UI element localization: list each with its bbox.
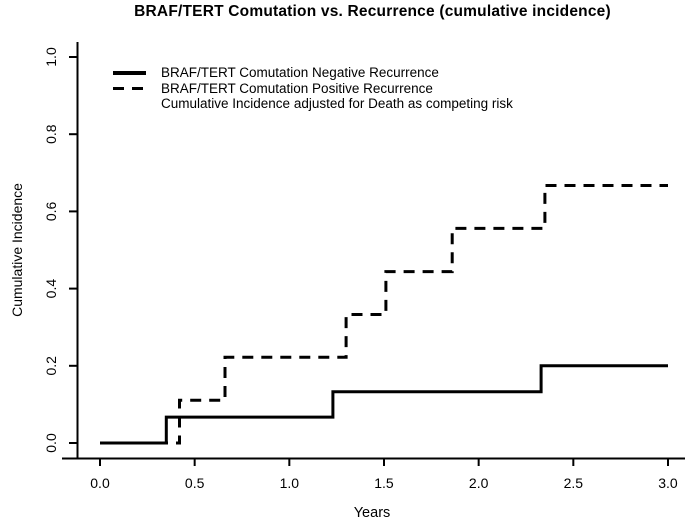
y-tick-label: 0.4 <box>43 279 59 299</box>
x-tick-label: 2.5 <box>564 475 584 491</box>
x-tick-label: 1.5 <box>374 475 394 491</box>
y-tick-label: 0.0 <box>43 433 59 453</box>
x-tick-label: 3.0 <box>658 475 678 491</box>
legend-sample-spacer <box>113 102 146 106</box>
dashed-line-sample-icon <box>113 86 146 90</box>
series-solid-curve <box>100 364 668 445</box>
legend-note-label: Cumulative Incidence adjusted for Death … <box>161 96 513 112</box>
legend: BRAF/TERT Comutation Negative Recurrence… <box>113 65 513 112</box>
y-tick-label: 0.8 <box>43 124 59 144</box>
x-tick-label: 2.0 <box>469 475 489 491</box>
legend-item-positive: BRAF/TERT Comutation Positive Recurrence <box>113 81 513 97</box>
series-dashed-curve <box>100 184 668 445</box>
legend-label-positive: BRAF/TERT Comutation Positive Recurrence <box>161 80 433 96</box>
legend-item-negative: BRAF/TERT Comutation Negative Recurrence <box>113 65 513 81</box>
y-tick-label: 0.2 <box>43 356 59 376</box>
y-tick-label: 1.0 <box>43 47 59 67</box>
x-tick-label: 0.0 <box>90 475 110 491</box>
chart-title: BRAF/TERT Comutation vs. Recurrence (cum… <box>134 3 611 20</box>
x-tick-label: 1.0 <box>280 475 300 491</box>
y-tick-label: 0.6 <box>43 201 59 221</box>
legend-note: Cumulative Incidence adjusted for Death … <box>113 96 513 112</box>
x-tick-label: 0.5 <box>185 475 205 491</box>
axes-and-series: 0.0 0.5 1.0 1.5 2.0 2.5 3.0 0.0 0.2 0.4 0.6 0.8 1.0 <box>43 42 685 491</box>
y-axis-title: Cumulative Incidence <box>9 183 25 317</box>
legend-label-negative: BRAF/TERT Comutation Negative Recurrence <box>161 65 439 81</box>
solid-line-sample-icon <box>113 71 146 75</box>
x-axis-title: Years <box>354 505 391 521</box>
